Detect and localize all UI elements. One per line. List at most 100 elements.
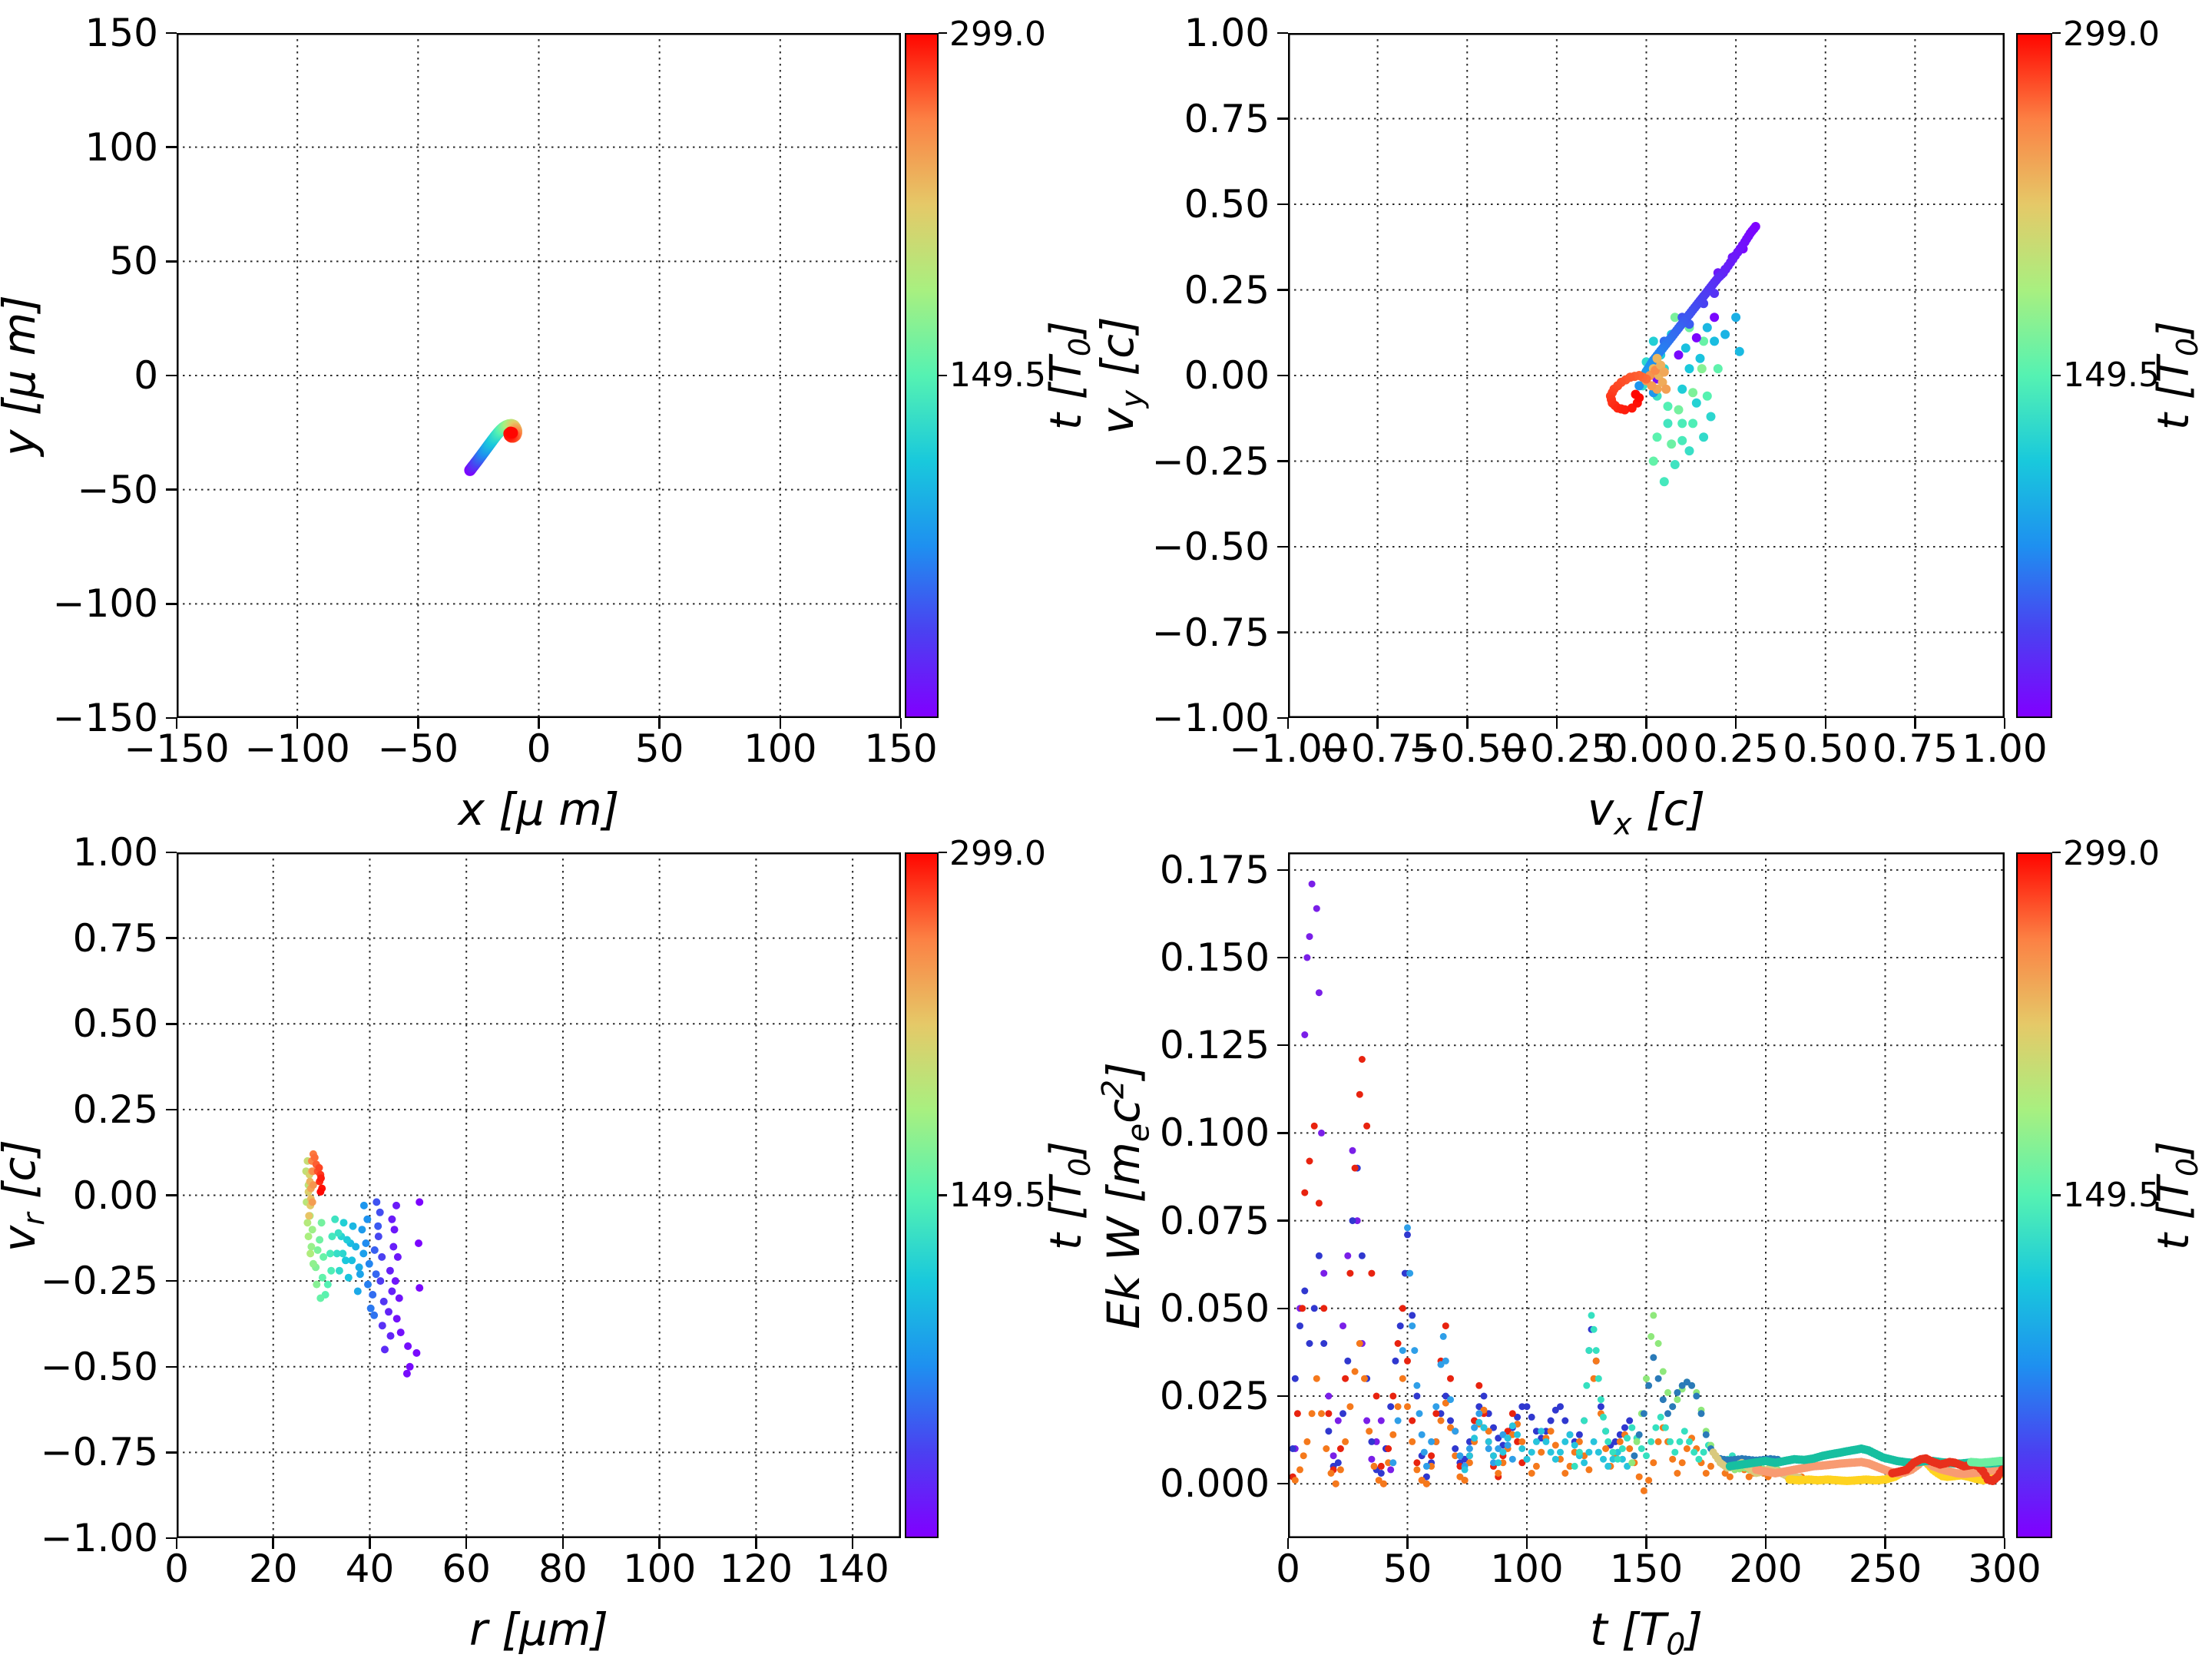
data-point — [1737, 1458, 1746, 1467]
data-point — [1869, 1461, 1878, 1470]
x-tick — [1645, 718, 1647, 729]
data-point — [1950, 1459, 1959, 1468]
data-point — [472, 454, 484, 466]
x-axis-label: x [μ m] — [458, 783, 620, 836]
y-tick — [1277, 1044, 1288, 1047]
data-point — [496, 422, 508, 435]
data-point — [1914, 1458, 1923, 1467]
data-point — [349, 1222, 357, 1230]
data-point — [1731, 1466, 1739, 1474]
data-point — [303, 1198, 311, 1206]
data-point — [504, 419, 516, 431]
data-point — [1862, 1458, 1871, 1468]
data-point — [491, 428, 503, 440]
data-point — [1661, 384, 1671, 394]
data-point — [1613, 403, 1623, 413]
data-point — [1710, 289, 1720, 298]
data-point — [2000, 1457, 2005, 1465]
data-point — [510, 428, 522, 440]
data-point — [1907, 1458, 1916, 1468]
data-point — [505, 426, 517, 438]
data-point — [1420, 1448, 1428, 1456]
data-point — [1735, 1461, 1744, 1469]
data-point — [1353, 1217, 1361, 1225]
data-point — [1878, 1464, 1887, 1474]
data-point — [1289, 1445, 1296, 1452]
data-point — [1871, 1461, 1880, 1471]
data-point — [506, 427, 518, 439]
data-point — [1313, 905, 1320, 912]
data-point — [1480, 1424, 1488, 1431]
data-point — [1581, 1452, 1588, 1460]
data-point — [415, 1239, 422, 1247]
data-point — [1299, 1305, 1306, 1312]
data-point — [315, 1163, 323, 1172]
data-point — [503, 429, 515, 441]
data-point — [1631, 1452, 1638, 1460]
data-point — [316, 1294, 325, 1302]
data-point — [1731, 1466, 1739, 1474]
data-point — [1766, 1468, 1775, 1477]
data-point — [1659, 342, 1669, 352]
data-point — [1738, 1459, 1746, 1467]
data-point — [1964, 1469, 1973, 1478]
data-point — [373, 1198, 381, 1206]
data-point — [1452, 1428, 1459, 1435]
data-point — [1504, 1445, 1512, 1452]
data-point — [502, 419, 515, 432]
data-point — [1641, 368, 1651, 378]
data-point — [312, 1263, 320, 1272]
data-point — [1833, 1476, 1842, 1485]
data-point — [1755, 1466, 1763, 1474]
data-point — [1707, 280, 1717, 290]
data-point — [1650, 1459, 1657, 1467]
data-point — [1387, 1466, 1395, 1474]
data-point — [1757, 1457, 1766, 1466]
data-point — [466, 462, 478, 474]
data-point — [1373, 1466, 1380, 1474]
data-point — [1561, 1417, 1569, 1424]
data-point — [1955, 1471, 1964, 1480]
data-point — [495, 424, 507, 436]
data-point — [1876, 1464, 1885, 1473]
data-point — [1648, 355, 1658, 365]
data-point — [469, 458, 480, 471]
x-tick — [1645, 1538, 1647, 1549]
data-point — [1806, 1475, 1816, 1484]
colorbar — [905, 852, 939, 1538]
data-point — [1926, 1457, 1936, 1465]
data-point — [1609, 1455, 1617, 1463]
data-point — [1358, 1340, 1366, 1347]
data-point — [1590, 1438, 1598, 1445]
data-point — [1931, 1457, 1940, 1466]
data-point — [1888, 1455, 1897, 1464]
data-point — [1876, 1475, 1885, 1484]
data-point — [363, 1215, 372, 1223]
data-point — [1750, 1468, 1758, 1476]
data-point — [1955, 1460, 1964, 1469]
data-point — [1819, 1461, 1828, 1470]
x-tick — [1555, 718, 1558, 729]
data-point — [1712, 1452, 1720, 1460]
data-point — [1677, 384, 1687, 394]
data-point — [1626, 1445, 1634, 1452]
data-point — [1967, 1458, 1975, 1467]
colorbar-tick-label-max: 299.0 — [949, 15, 1046, 54]
data-point — [1575, 1448, 1583, 1456]
data-point — [1720, 264, 1730, 274]
data-point — [510, 425, 522, 438]
data-point — [1585, 1347, 1593, 1355]
data-point — [1778, 1470, 1786, 1478]
data-point — [508, 419, 520, 432]
data-point — [1310, 1305, 1318, 1312]
data-point — [1866, 1460, 1876, 1469]
data-point — [1452, 1445, 1459, 1452]
data-point — [1332, 1480, 1339, 1487]
data-point — [1674, 1388, 1681, 1396]
x-tick — [851, 1538, 854, 1549]
data-point — [1769, 1467, 1777, 1474]
data-point — [1664, 1438, 1671, 1445]
data-point — [1886, 1474, 1895, 1483]
data-point — [1523, 1403, 1531, 1411]
data-point — [1769, 1470, 1777, 1477]
